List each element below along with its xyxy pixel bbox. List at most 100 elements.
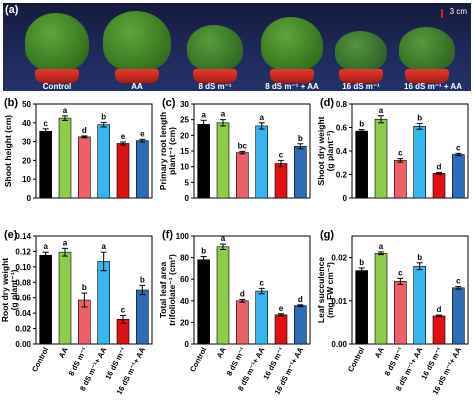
x-tick-label: Control <box>346 346 366 374</box>
y-tick-label: 50 <box>22 100 31 109</box>
plant-8ds-aa <box>261 17 323 91</box>
y-axis-label: (g plant⁻¹) <box>9 269 19 310</box>
y-tick-label: 0.12 <box>15 247 31 256</box>
y-tick-label: 0.8 <box>336 100 348 109</box>
bar <box>355 130 368 199</box>
significance-letter: b <box>417 113 422 122</box>
y-tick-label: 0.2 <box>336 171 348 180</box>
significance-letter: c <box>456 143 461 152</box>
y-tick-label: 0.10 <box>15 263 31 272</box>
significance-letter: d <box>298 295 303 304</box>
bar <box>97 261 110 345</box>
y-axis-label: plant⁻¹ (cm) <box>167 127 177 175</box>
significance-letter: e <box>279 304 284 313</box>
bar <box>136 289 149 345</box>
plant-16ds <box>335 31 387 91</box>
bar <box>255 290 268 345</box>
significance-letter: c <box>259 278 264 287</box>
significance-letter: e <box>140 129 145 138</box>
significance-letter: a <box>43 242 48 251</box>
panel-letter: (e) <box>4 229 18 241</box>
bar <box>374 252 388 345</box>
bar <box>236 152 249 199</box>
bar <box>274 314 288 345</box>
bar <box>413 126 426 199</box>
y-axis-label: Shoot dry weight <box>316 116 326 185</box>
y-axis-label: trifoliolate⁻¹ (cm²) <box>167 254 177 326</box>
plot-frame <box>35 103 153 199</box>
bar <box>274 163 288 199</box>
bar <box>255 125 268 199</box>
photo-caption-control: Control <box>42 82 72 91</box>
plant-aa <box>103 11 171 91</box>
significance-letter: b <box>417 253 422 262</box>
y-tick-label: 0.00 <box>15 340 31 349</box>
bar <box>452 287 465 345</box>
shoot-dry-weight-chart: (d) 0 0.2 0.4 0.6 0.8 Shoot dry weight (g plant… <box>316 97 469 203</box>
photo-caption-aa: AA <box>131 82 143 91</box>
bar <box>116 143 130 199</box>
y-tick-label: 0.02 <box>15 325 31 334</box>
bar <box>216 246 230 345</box>
y-tick-label: 20 <box>22 156 31 165</box>
bar <box>58 251 72 345</box>
bar <box>39 130 52 199</box>
y-tick-label: 0.02 <box>331 254 347 263</box>
y-tick-label: 80 <box>180 254 189 263</box>
y-tick-label: 0.04 <box>15 309 31 318</box>
bar <box>394 160 407 199</box>
bar <box>216 122 230 199</box>
panel-letter: (c) <box>162 97 176 109</box>
leaf-succulence-chart: (g) 0.00 0.01 0.02 Leaf succulence (mg FW cm⁻… <box>316 229 469 396</box>
y-tick-label: 0.06 <box>15 294 31 303</box>
y-axis-label: Shoot height (cm) <box>3 115 13 187</box>
significance-letter: b <box>201 247 206 256</box>
x-tick-label: Control <box>188 346 208 374</box>
x-tick-label: AA <box>373 345 386 359</box>
panel-letter: (g) <box>320 229 334 241</box>
bar <box>394 281 407 345</box>
bar <box>39 254 52 345</box>
y-tick-label: 40 <box>22 119 31 128</box>
significance-letter: c <box>398 268 403 277</box>
significance-letter: b <box>101 112 106 121</box>
x-tick-label: Control <box>30 346 50 374</box>
bar <box>136 140 149 199</box>
plot-frame <box>193 103 311 199</box>
y-tick-label: 30 <box>22 138 31 147</box>
bar <box>236 300 249 345</box>
y-tick-label: 0.01 <box>331 297 347 306</box>
significance-letter: a <box>63 238 68 247</box>
bar <box>97 124 110 199</box>
significance-letter: b <box>140 275 145 284</box>
significance-letter: b <box>359 258 364 267</box>
y-tick-label: 0.14 <box>15 232 31 241</box>
significance-letter: a <box>201 110 206 119</box>
significance-letter: c <box>456 277 461 286</box>
significance-letter: c <box>43 119 48 128</box>
y-tick-label: 0.08 <box>15 278 31 287</box>
photo-caption-16ds: 16 dS m⁻¹ <box>342 82 380 91</box>
significance-letter: e <box>121 132 126 141</box>
significance-letter: a <box>221 234 226 243</box>
y-tick-label: 60 <box>180 275 189 284</box>
shoot-height-chart: (b) 0 10 20 30 40 50 Shoot height (cm) c a d b e e <box>3 97 153 203</box>
y-axis-label: Root dry weight <box>0 258 10 322</box>
plot-frame <box>351 235 469 345</box>
plot-frame <box>35 235 153 345</box>
significance-letter: a <box>221 110 226 119</box>
y-tick-label: 30 <box>180 100 189 109</box>
leaf-area-chart: (f) 0 20 40 60 80 100 Total leaf area trifoliola… <box>158 229 311 396</box>
significance-letter: a <box>101 242 106 251</box>
scale-bar <box>441 9 443 18</box>
y-tick-label: 100 <box>176 232 190 241</box>
x-tick-label: AA <box>215 345 228 359</box>
plant-8ds <box>187 25 243 91</box>
significance-letter: b <box>359 120 364 129</box>
bar <box>374 118 388 199</box>
y-tick-label: 0 <box>185 194 190 203</box>
plot-frame <box>351 103 469 199</box>
y-axis-label: (mg FW cm⁻²) <box>325 262 335 318</box>
panel-letter-a: (a) <box>5 4 19 16</box>
y-tick-label: 20 <box>180 318 189 327</box>
